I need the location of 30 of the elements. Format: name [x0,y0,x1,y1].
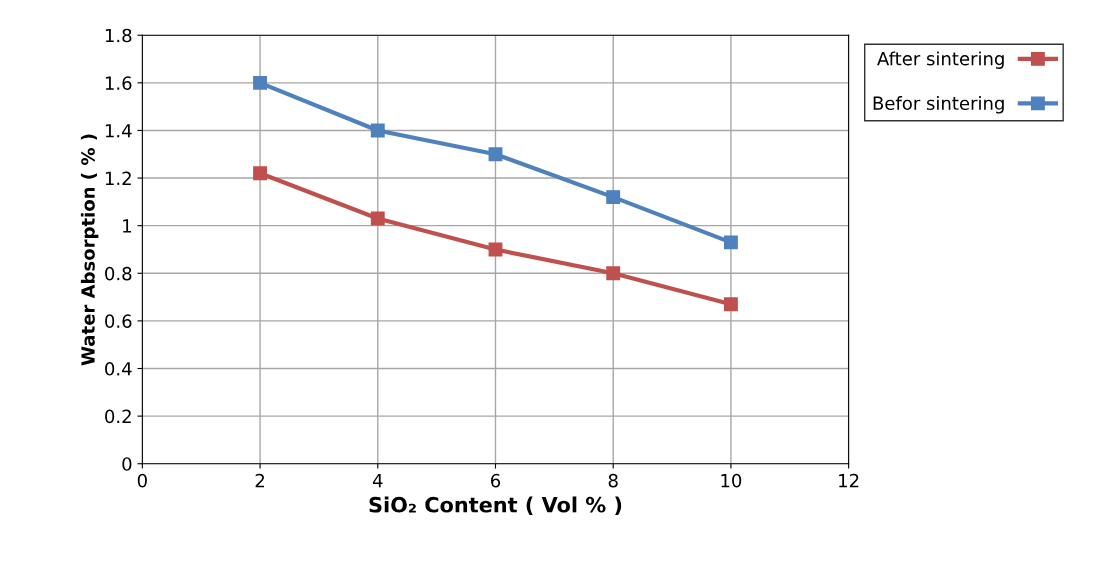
y-tick-label: 1.6 [105,76,132,90]
x-tick-label: 8 [608,473,618,488]
y-tick-label: 0.8 [105,266,132,281]
x-tick-label: 4 [372,474,383,488]
x-tick-label: 12 [839,473,859,488]
point [723,235,738,250]
y-axis-title: Water Absorption ( % ) [80,134,99,366]
point [606,190,621,205]
x-tick-label: 6 [491,473,501,488]
y-tick-label: 0.2 [105,409,131,424]
legend-label: After sintering [877,51,1004,69]
x-axis-title: SiO₂ Content ( Vol % ) [369,496,622,516]
x-tick-label: 0 [137,473,147,488]
point [370,123,385,138]
y-tick-label: 1.2 [105,171,131,185]
point [253,75,268,90]
y-tick-label: 0.4 [105,361,132,376]
y-tick-label: 1 [123,219,131,233]
point [253,166,268,181]
point [723,297,738,312]
point [488,147,503,162]
y-tick-label: 1.8 [105,28,132,43]
y-tick-label: 1.4 [105,124,132,138]
legend-label: Befor sintering [873,96,1004,114]
x-tick-label: 10 [721,473,742,488]
x-tick-label: 2 [255,473,264,488]
y-tick-label: 0.6 [105,314,132,329]
point [370,211,385,226]
point [606,266,621,281]
y-tick-label: 0 [122,457,132,471]
